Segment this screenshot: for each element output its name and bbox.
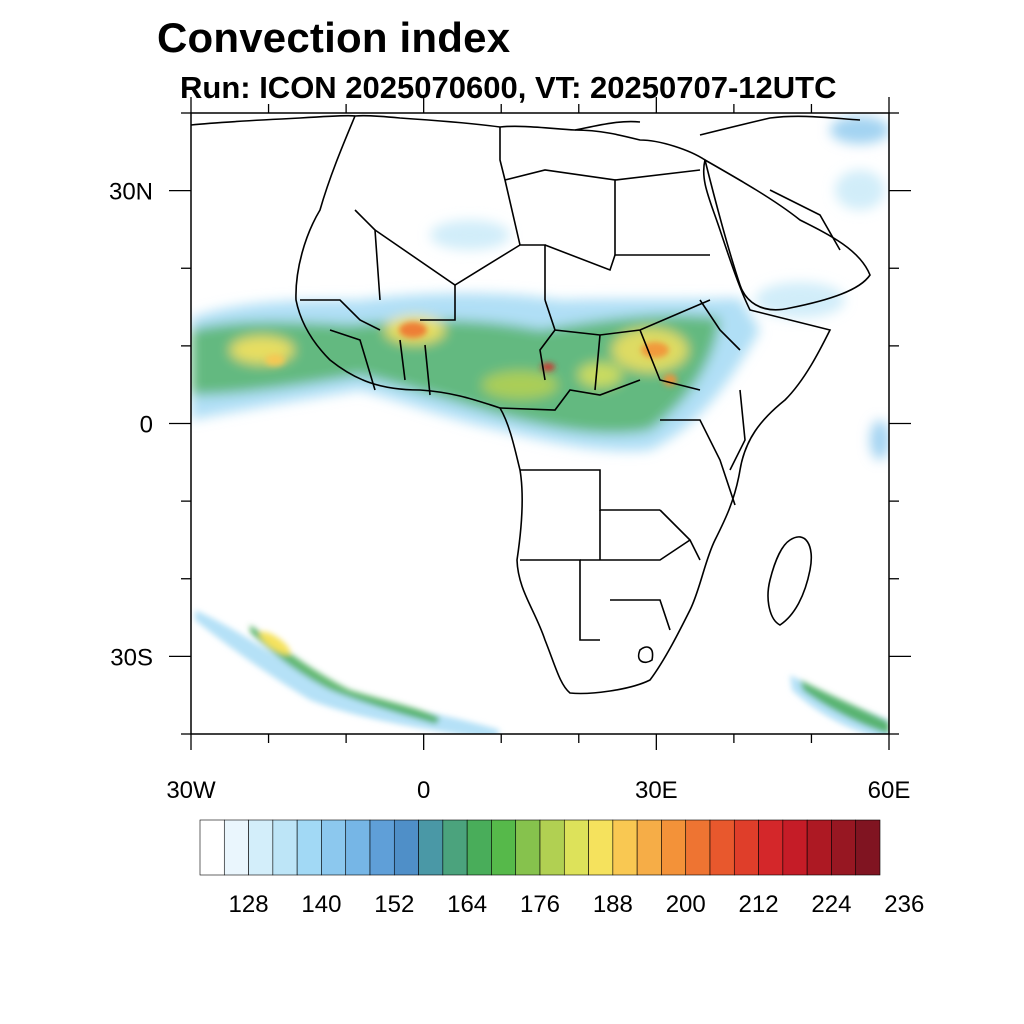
colorbar <box>199 819 881 876</box>
lon-tick-label: 0 <box>417 777 430 804</box>
colorbar-box <box>588 819 614 876</box>
page-title: Convection index <box>157 14 511 61</box>
colorbar-box <box>685 819 711 876</box>
colorbar-box <box>393 819 419 876</box>
lat-tick-label: 0 <box>140 412 153 439</box>
colorbar-box <box>661 819 687 876</box>
colorbar-label: 152 <box>374 891 414 918</box>
colorbar-label: 236 <box>884 891 924 918</box>
colorbar-label: 224 <box>811 891 851 918</box>
colorbar-box <box>345 819 371 876</box>
colorbar-box <box>636 819 662 876</box>
lon-tick-label: 60E <box>868 777 911 804</box>
lon-tick-label: 30E <box>635 777 678 804</box>
lon-tick-labels: 30W 0 30E 60E <box>166 777 910 804</box>
coastlines <box>191 114 871 695</box>
colorbar-box <box>806 819 832 876</box>
colorbar-label: 128 <box>229 891 269 918</box>
colorbar-box <box>491 819 517 876</box>
colorbar-box <box>855 819 881 876</box>
colorbar-label: 188 <box>593 891 633 918</box>
colorbar-box <box>321 819 347 876</box>
colorbar-box <box>296 819 322 876</box>
colorbar-box <box>466 819 492 876</box>
colorbar-label: 200 <box>666 891 706 918</box>
colorbar-box <box>369 819 395 876</box>
colorbar-box <box>223 819 249 876</box>
colorbar-box <box>515 819 541 876</box>
lat-tick-label: 30S <box>110 644 153 671</box>
lon-tick-label: 30W <box>166 777 216 804</box>
colorbar-box <box>539 819 565 876</box>
colorbar-box <box>758 819 784 876</box>
colorbar-box <box>733 819 759 876</box>
colorbar-label: 164 <box>447 891 487 918</box>
colorbar-box <box>272 819 298 876</box>
colorbar-box <box>199 819 225 876</box>
colorbar-label: 212 <box>739 891 779 918</box>
colorbar-label: 140 <box>301 891 341 918</box>
page-subtitle: Run: ICON 2025070600, VT: 20250707-12UTC <box>180 70 837 105</box>
colorbar-box <box>563 819 589 876</box>
colorbar-box <box>709 819 735 876</box>
colorbar-box <box>612 819 638 876</box>
lat-tick-labels: 30N 0 30S <box>109 179 153 672</box>
colorbar-box <box>418 819 444 876</box>
colorbar-box <box>442 819 468 876</box>
axis-ticks <box>169 97 911 750</box>
colorbar-box <box>248 819 274 876</box>
colorbar-labels: 128 140 152 164 176 188 200 212 224 236 <box>229 891 925 918</box>
colorbar-box <box>782 819 808 876</box>
colorbar-label: 176 <box>520 891 560 918</box>
colorbar-box <box>831 819 857 876</box>
lat-tick-label: 30N <box>109 179 153 206</box>
